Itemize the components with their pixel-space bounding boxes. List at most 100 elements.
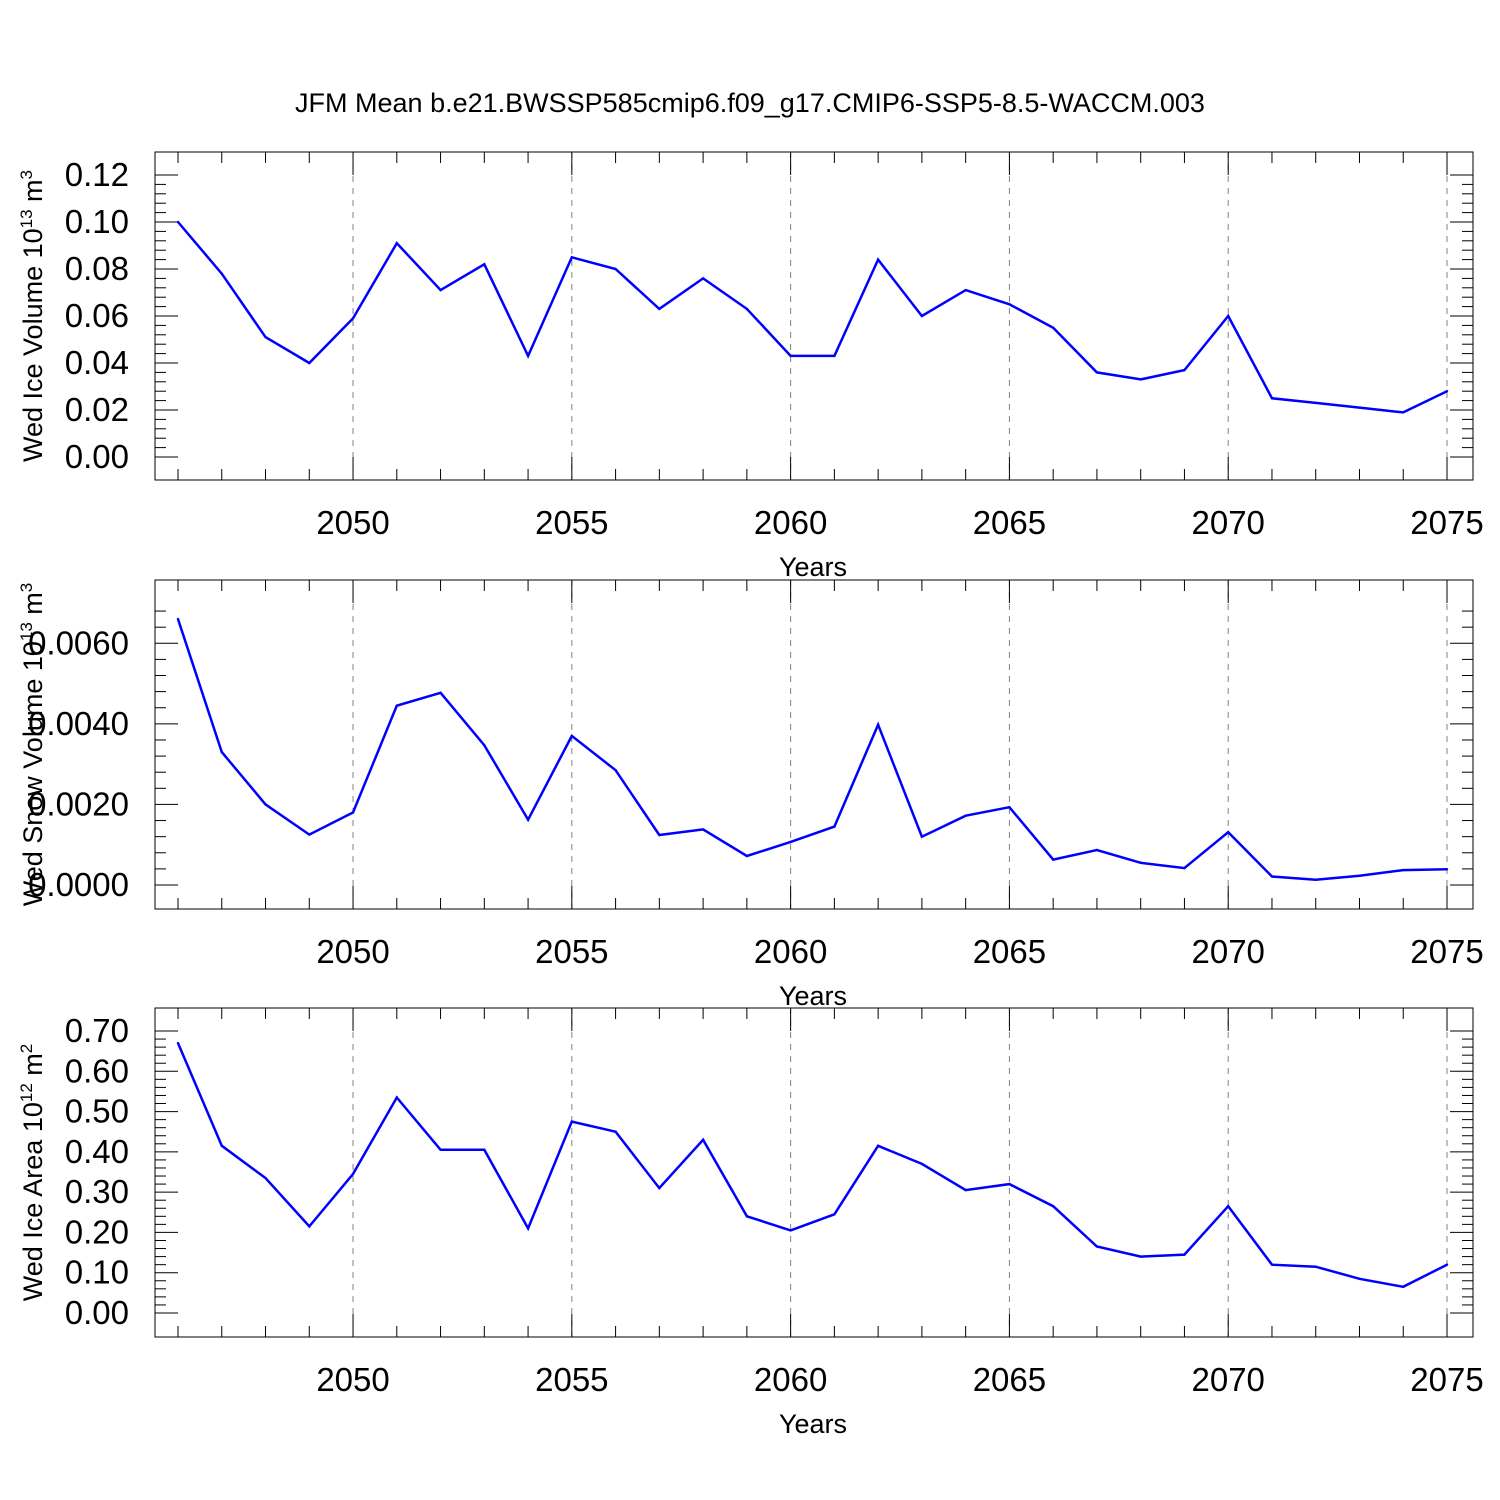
data-point xyxy=(1227,1205,1230,1208)
y-axis-label-part: Wed Ice Area 10 xyxy=(18,1102,48,1301)
data-point xyxy=(351,811,355,814)
data-point xyxy=(220,750,223,754)
data-point xyxy=(439,1148,442,1152)
y-tick-label: 0.60 xyxy=(65,1052,129,1089)
x-tick-label: 2055 xyxy=(535,1361,608,1398)
data-point xyxy=(833,825,836,828)
y-tick-label: 0.20 xyxy=(65,1213,129,1250)
data-point xyxy=(745,1215,749,1218)
y-tick-label: 0.50 xyxy=(65,1093,129,1130)
data-point xyxy=(308,833,311,836)
data-point xyxy=(833,354,836,358)
y-tick-label: 0.0040 xyxy=(28,705,129,742)
data-point xyxy=(1183,866,1186,870)
x-tick-label: 2065 xyxy=(973,1361,1046,1398)
data-point xyxy=(701,1138,705,1141)
data-point xyxy=(920,835,924,838)
x-tick-label: 2060 xyxy=(754,1361,827,1398)
data-point xyxy=(526,818,530,821)
x-tick-label: 2065 xyxy=(973,504,1046,541)
data-point xyxy=(308,361,311,365)
x-tick-label: 2070 xyxy=(1191,933,1264,970)
data-point xyxy=(1314,1265,1317,1268)
data-point xyxy=(920,314,924,318)
x-tick-label: 2050 xyxy=(316,933,389,970)
data-point xyxy=(176,1041,180,1045)
data-point xyxy=(264,803,267,806)
data-point xyxy=(395,1096,398,1099)
data-point xyxy=(1008,1182,1011,1186)
y-tick-label: 0.30 xyxy=(65,1173,129,1210)
plot-frame xyxy=(154,579,1474,910)
y-axis-label-part: 13 xyxy=(17,622,36,641)
y-tick-label: 0.10 xyxy=(65,1254,129,1291)
y-tick-label: 0.02 xyxy=(65,391,129,428)
data-point xyxy=(483,744,486,747)
data-point xyxy=(876,258,880,261)
data-point xyxy=(1402,868,1405,872)
data-point xyxy=(351,317,355,320)
data-point xyxy=(1008,806,1011,809)
y-tick-label: 0.08 xyxy=(65,250,129,287)
data-point xyxy=(1402,411,1405,414)
data-point xyxy=(614,768,617,772)
x-tick-label: 2060 xyxy=(754,933,827,970)
data-point xyxy=(1095,371,1099,374)
y-axis-label: Wed Ice Volume 1013 m3 xyxy=(17,170,48,462)
data-point xyxy=(1095,1245,1099,1248)
x-tick-label: 2065 xyxy=(973,933,1046,970)
data-point xyxy=(439,288,442,292)
x-tick-label: 2050 xyxy=(316,1361,389,1398)
y-axis-label: Wed Snow Volume 1013 m3 xyxy=(17,583,48,907)
data-point xyxy=(658,307,661,311)
data-point xyxy=(614,267,617,271)
x-tick-label: 2060 xyxy=(754,504,827,541)
data-point xyxy=(920,1162,924,1166)
data-point xyxy=(526,1227,530,1230)
data-point xyxy=(1227,314,1230,318)
y-tick-label: 0.70 xyxy=(65,1012,129,1049)
x-tick-label: 2075 xyxy=(1410,933,1483,970)
data-point xyxy=(876,1144,880,1148)
chart-panel-2: 2050 2055 2060 2065 2070 2075 Years 0.0000 0.002… xyxy=(17,579,1484,1011)
data-point xyxy=(264,335,267,339)
data-point xyxy=(1358,406,1361,409)
x-axis-label: Years xyxy=(779,1409,847,1439)
data-point xyxy=(1402,1285,1405,1289)
y-axis-label-part: 3 xyxy=(17,170,36,179)
data-point xyxy=(351,1172,355,1176)
y-axis-label-space xyxy=(18,615,48,623)
y-axis-label-part: 13 xyxy=(17,209,36,228)
data-point xyxy=(701,277,705,280)
data-point xyxy=(526,354,530,358)
data-point xyxy=(1183,368,1186,372)
y-tick-label: 0.40 xyxy=(65,1133,129,1170)
chart-panels: 2050 2055 2060 2065 2070 2075 Years 0.00 0.02 0.0… xyxy=(17,151,1484,1439)
data-point xyxy=(570,734,574,738)
x-axis-label: Years xyxy=(779,552,847,582)
x-tick-label: 2055 xyxy=(535,504,608,541)
x-tick-label: 2070 xyxy=(1191,1361,1264,1398)
y-axis-label-part: 12 xyxy=(17,1083,36,1102)
data-point xyxy=(1095,848,1099,852)
data-point xyxy=(395,704,398,707)
data-point xyxy=(1008,303,1011,306)
figure-title: JFM Mean b.e21.BWSSP585cmip6.f09_g17.CMI… xyxy=(295,88,1205,118)
y-axis-label-space xyxy=(18,1076,48,1084)
data-point xyxy=(1445,1263,1449,1266)
data-point xyxy=(176,220,180,224)
x-tick-label: 2075 xyxy=(1410,504,1483,541)
data-point xyxy=(1270,397,1274,400)
data-point xyxy=(789,354,792,358)
y-axis-label-part: 2 xyxy=(17,1044,36,1053)
data-point xyxy=(1270,875,1274,878)
y-axis-label-part: 3 xyxy=(17,583,36,592)
data-point xyxy=(220,272,223,275)
data-point xyxy=(701,828,705,831)
data-point xyxy=(745,854,749,858)
data-point xyxy=(1051,858,1055,861)
data-point xyxy=(439,691,442,695)
data-point xyxy=(308,1225,311,1228)
series-line xyxy=(176,1042,1448,1289)
plot-frame xyxy=(154,1007,1474,1338)
